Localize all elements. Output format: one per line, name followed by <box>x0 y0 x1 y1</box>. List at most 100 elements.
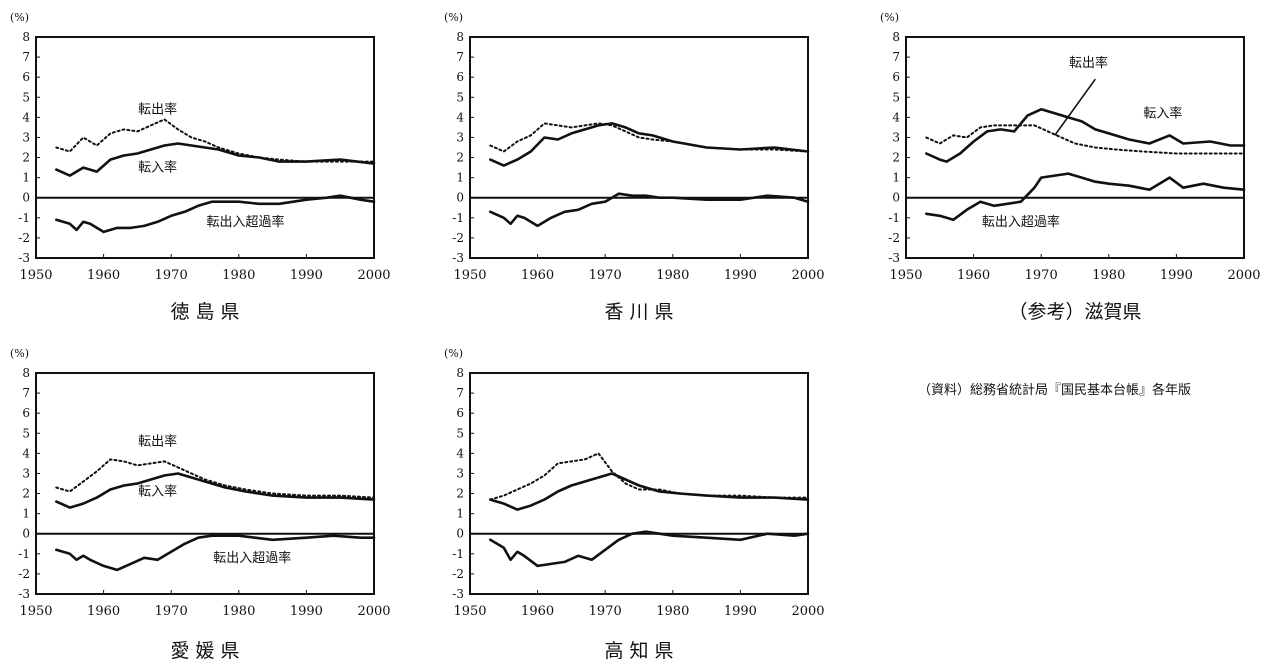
series-annotation: 転出入超過率 <box>982 214 1060 230</box>
y-unit-label: (%) <box>880 11 899 24</box>
y-tick-label: 2 <box>456 151 464 165</box>
plot-frame <box>35 36 375 259</box>
plot-frame <box>469 372 809 595</box>
series-annotation: 転出率 <box>138 101 177 117</box>
plot-frame <box>469 36 809 259</box>
series-line-inflow <box>489 472 810 511</box>
x-tick-label: 1960 <box>957 268 990 283</box>
y-tick-label: 2 <box>456 487 464 501</box>
x-tick-label: 1990 <box>724 604 757 619</box>
chart-title: （参考）滋賀県 <box>1008 301 1141 323</box>
y-unit-label: (%) <box>444 347 463 360</box>
y-tick-label: 6 <box>892 70 900 84</box>
y-tick-label: 0 <box>892 191 900 205</box>
y-tick-label: -2 <box>452 231 464 245</box>
y-tick-label: 1 <box>22 507 30 521</box>
plot-frame <box>35 372 375 595</box>
y-tick-label: 8 <box>456 30 464 44</box>
series-annotation: 転出入超過率 <box>207 214 285 230</box>
series-line-outflow <box>925 124 1245 155</box>
x-tick-label: 2000 <box>791 604 824 619</box>
y-tick-label: 8 <box>22 30 30 44</box>
x-tick-label: 1970 <box>589 604 622 619</box>
chart-panel-1: -3 -2 -1 0 1 2 3 4 5 6 7 8 (%) 1950 1960 1970 1980 1990 20… <box>10 11 391 323</box>
chart-title: 徳 島 県 <box>170 301 239 323</box>
x-tick-label: 1980 <box>656 604 689 619</box>
x-tick-label: 1960 <box>521 268 554 283</box>
chart-title: 高 知 県 <box>604 640 673 662</box>
y-tick-label: -3 <box>452 251 464 265</box>
series-line-inflow <box>55 472 376 509</box>
y-tick-label: 8 <box>22 366 30 380</box>
y-tick-label: 7 <box>22 386 30 400</box>
chart-panel-2: -3 -2 -1 0 1 2 3 4 5 6 7 8 (%) 1950 1960 1970 1980 1990 20… <box>444 11 825 323</box>
x-tick-label: 2000 <box>791 268 824 283</box>
y-tick-label: -3 <box>888 251 900 265</box>
chart-panel-3: -3 -2 -1 0 1 2 3 4 5 6 7 8 (%) 1950 1960 1970 1980 1990 20… <box>880 11 1261 323</box>
y-tick-label: 0 <box>22 191 30 205</box>
series-line-inflow <box>925 108 1246 163</box>
y-tick-label: 7 <box>22 50 30 64</box>
x-tick-label: 1970 <box>589 268 622 283</box>
y-tick-label: -2 <box>18 567 30 581</box>
y-tick-label: 8 <box>892 30 900 44</box>
y-tick-label: -1 <box>452 547 464 561</box>
y-unit-label: (%) <box>444 11 463 24</box>
series-annotation: 転入率 <box>138 484 177 500</box>
y-tick-label: -1 <box>452 211 464 225</box>
y-tick-label: 5 <box>456 426 464 440</box>
series-line-outflow <box>55 118 375 163</box>
y-tick-label: 2 <box>892 151 900 165</box>
y-tick-label: 2 <box>22 151 30 165</box>
y-unit-label: (%) <box>10 11 29 24</box>
x-tick-label: 1980 <box>222 604 255 619</box>
chart-panel-5: -3 -2 -1 0 1 2 3 4 5 6 7 8 (%) 1950 1960 1970 1980 1990 20… <box>444 347 825 662</box>
x-tick-label: 1990 <box>1160 268 1193 283</box>
x-tick-label: 1960 <box>87 268 120 283</box>
series-line-net <box>55 194 376 234</box>
x-tick-label: 1970 <box>155 604 188 619</box>
x-tick-label: 1970 <box>155 268 188 283</box>
series-line-outflow <box>55 458 375 499</box>
x-tick-label: 1980 <box>656 268 689 283</box>
y-tick-label: 4 <box>22 110 30 124</box>
x-tick-label: 1980 <box>222 268 255 283</box>
y-tick-label: 0 <box>456 527 464 541</box>
y-tick-label: -2 <box>18 231 30 245</box>
y-tick-label: 6 <box>456 70 464 84</box>
y-tick-label: 3 <box>456 130 464 144</box>
x-tick-label: 1980 <box>1092 268 1125 283</box>
y-tick-label: 2 <box>22 487 30 501</box>
x-tick-label: 1960 <box>87 604 120 619</box>
x-tick-label: 1950 <box>453 268 486 283</box>
y-tick-label: 4 <box>892 110 900 124</box>
y-tick-label: 4 <box>456 110 464 124</box>
x-tick-label: 1990 <box>290 604 323 619</box>
y-tick-label: -1 <box>888 211 900 225</box>
y-tick-label: 6 <box>456 406 464 420</box>
chart-title: 愛 媛 県 <box>170 640 239 662</box>
y-tick-label: 6 <box>22 406 30 420</box>
series-annotation: 転入率 <box>138 160 177 176</box>
series-line-inflow <box>55 142 376 177</box>
y-tick-label: -1 <box>18 547 30 561</box>
series-line-net <box>489 192 810 228</box>
y-tick-label: -2 <box>888 231 900 245</box>
series-line-inflow <box>489 122 810 167</box>
y-tick-label: -3 <box>18 251 30 265</box>
y-tick-label: -2 <box>452 567 464 581</box>
y-tick-label: 3 <box>892 130 900 144</box>
x-tick-label: 1960 <box>521 604 554 619</box>
y-unit-label: (%) <box>10 347 29 360</box>
series-line-outflow <box>489 452 809 501</box>
y-tick-label: 5 <box>892 90 900 104</box>
y-tick-label: 4 <box>456 446 464 460</box>
y-tick-label: 5 <box>22 426 30 440</box>
series-line-net <box>925 172 1246 222</box>
y-tick-label: 3 <box>456 466 464 480</box>
y-tick-label: 1 <box>456 171 464 185</box>
source-note: （資料）総務省統計局『国民基本台帳』各年版 <box>918 383 1192 398</box>
y-tick-label: 7 <box>456 50 464 64</box>
y-tick-label: 7 <box>892 50 900 64</box>
